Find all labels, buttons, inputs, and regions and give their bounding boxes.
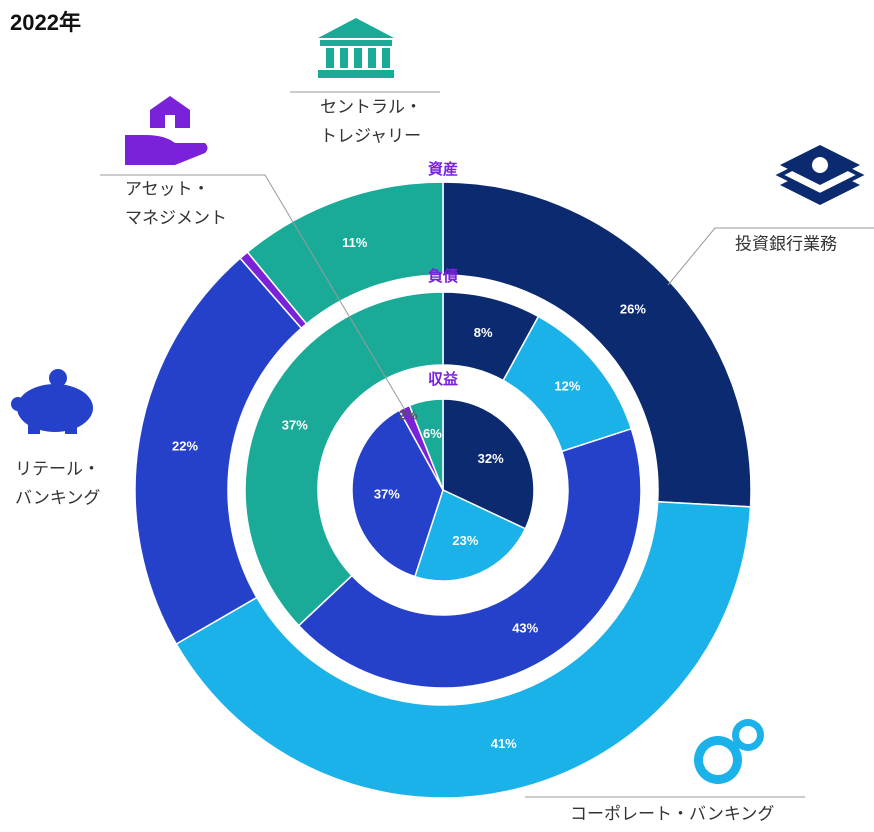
value-label: 32%	[478, 451, 504, 466]
treasury-icon	[318, 18, 394, 78]
value-label: 22%	[172, 439, 198, 454]
value-label: 26%	[620, 302, 646, 317]
leader-line	[100, 174, 406, 411]
chart-title: 2022年	[10, 10, 81, 35]
value-label: 37%	[282, 417, 308, 432]
value-label: 2%	[399, 407, 418, 422]
ring-label: 資産	[428, 160, 458, 178]
value-label: 12%	[554, 378, 580, 393]
ring-segment	[175, 500, 752, 799]
value-label: 43%	[512, 620, 538, 635]
ring-segment	[408, 398, 444, 491]
value-label: 6%	[423, 426, 442, 441]
ring-segment	[413, 488, 527, 582]
ring-segment	[351, 409, 444, 578]
category-label: トレジャリー	[320, 126, 421, 145]
ring-segment	[297, 427, 642, 689]
gears-icon	[694, 719, 764, 784]
bank-notes-icon	[775, 145, 865, 205]
category-label: アセット・	[125, 179, 210, 198]
asset-management-icon	[125, 96, 208, 165]
ring-segment	[442, 181, 752, 508]
leader-line	[667, 227, 874, 286]
value-label: 23%	[452, 533, 478, 548]
category-label: コーポレート・バンキング	[570, 804, 774, 823]
ring-label: 負債	[428, 267, 458, 285]
ring-segment	[246, 181, 444, 325]
category-label: 投資銀行業務	[735, 234, 837, 253]
value-label: 8%	[474, 325, 493, 340]
category-label: セントラル・	[320, 97, 422, 116]
ring-label: 収益	[428, 370, 458, 388]
value-label: 41%	[491, 736, 517, 751]
category-label: リテール・	[15, 459, 100, 478]
piggy-icon	[11, 369, 93, 434]
value-label: 11%	[342, 235, 368, 250]
rings	[134, 181, 752, 799]
category-label: バンキング	[15, 488, 100, 507]
ring-segment	[442, 398, 535, 530]
category-label: マネジメント	[125, 208, 227, 227]
value-label: 37%	[374, 487, 400, 502]
ring-segment	[244, 291, 444, 627]
